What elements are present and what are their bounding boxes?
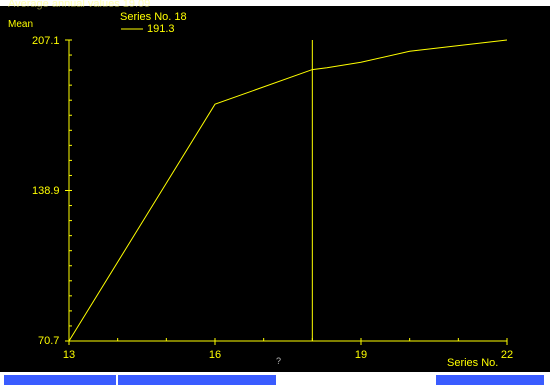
y-tick-label-2: 207.1 xyxy=(32,35,60,47)
ticks xyxy=(65,39,508,345)
taskbar-button-2[interactable] xyxy=(118,375,276,385)
help-icon[interactable]: ? xyxy=(276,356,282,366)
taskbar-button-3[interactable] xyxy=(436,375,544,385)
left-border xyxy=(0,0,4,372)
x-tick-label-2: 19 xyxy=(355,349,367,361)
cursor-series-label: Series No. 18 xyxy=(120,11,187,23)
x-axis-title: Series No. xyxy=(447,357,498,369)
x-tick-label-3: 22 xyxy=(501,349,513,361)
y-tick-label-0: 70.7 xyxy=(38,335,59,347)
series-line xyxy=(68,39,508,342)
taskbar-button-1[interactable] xyxy=(4,375,116,385)
top-edge xyxy=(0,0,550,6)
y-axis-title: Mean xyxy=(8,19,33,30)
plot-background xyxy=(4,0,538,372)
chart-header-text: Average annual values 19.09 xyxy=(8,0,150,10)
cursor-value-label: 191.3 xyxy=(147,23,175,35)
x-tick-label-0: 13 xyxy=(63,349,75,361)
line-chart: Average annual values 19.09 Mean Series … xyxy=(8,0,513,369)
right-border xyxy=(538,0,550,372)
y-tick-label-1: 138.9 xyxy=(32,185,60,197)
x-tick-label-1: 16 xyxy=(209,349,221,361)
